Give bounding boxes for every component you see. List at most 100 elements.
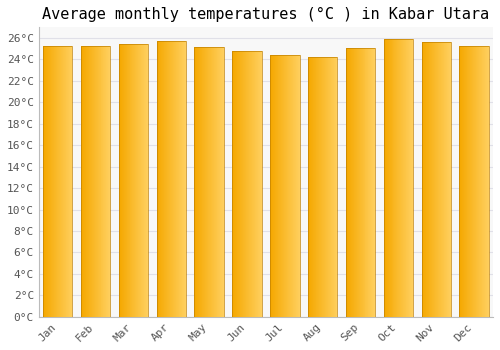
Bar: [270, 55, 271, 317]
Bar: [404, 39, 406, 317]
Bar: [100, 46, 102, 317]
Bar: [424, 42, 426, 317]
Bar: [253, 51, 254, 317]
Bar: [247, 51, 248, 317]
Bar: [178, 41, 179, 317]
Bar: [205, 47, 206, 317]
Bar: [442, 42, 443, 317]
Bar: [396, 39, 398, 317]
Bar: [238, 51, 239, 317]
Bar: [276, 55, 277, 317]
Bar: [259, 51, 260, 317]
Bar: [250, 51, 251, 317]
Bar: [176, 41, 177, 317]
Bar: [408, 39, 409, 317]
Bar: [45, 46, 46, 317]
Bar: [106, 46, 108, 317]
Bar: [289, 55, 290, 317]
Bar: [200, 47, 202, 317]
Bar: [450, 42, 451, 317]
Bar: [237, 51, 238, 317]
Bar: [180, 41, 181, 317]
Bar: [467, 46, 468, 317]
Bar: [409, 39, 410, 317]
Bar: [198, 47, 200, 317]
Bar: [317, 57, 318, 317]
Bar: [168, 41, 170, 317]
Bar: [411, 39, 412, 317]
Bar: [70, 46, 72, 317]
Bar: [246, 51, 247, 317]
Bar: [256, 51, 257, 317]
Bar: [309, 57, 310, 317]
Bar: [314, 57, 315, 317]
Bar: [347, 48, 348, 317]
Bar: [83, 46, 84, 317]
Bar: [158, 41, 160, 317]
Bar: [471, 46, 472, 317]
Bar: [239, 51, 240, 317]
Bar: [62, 46, 64, 317]
Bar: [449, 42, 450, 317]
Bar: [476, 46, 477, 317]
Bar: [102, 46, 104, 317]
Bar: [223, 47, 224, 317]
Bar: [242, 51, 243, 317]
Bar: [132, 44, 134, 317]
Bar: [394, 39, 396, 317]
Bar: [472, 46, 473, 317]
Bar: [271, 55, 272, 317]
Bar: [243, 51, 244, 317]
Bar: [53, 46, 54, 317]
Bar: [88, 46, 90, 317]
Bar: [233, 51, 234, 317]
Bar: [236, 51, 237, 317]
Bar: [254, 51, 255, 317]
Bar: [281, 55, 282, 317]
Bar: [126, 44, 128, 317]
Bar: [222, 47, 223, 317]
Bar: [350, 48, 352, 317]
Bar: [296, 55, 298, 317]
Bar: [216, 47, 217, 317]
Bar: [174, 41, 175, 317]
Bar: [90, 46, 92, 317]
Bar: [322, 57, 324, 317]
Bar: [480, 46, 481, 317]
Bar: [488, 46, 489, 317]
Bar: [477, 46, 478, 317]
Bar: [215, 47, 216, 317]
Bar: [432, 42, 434, 317]
Bar: [203, 47, 204, 317]
Bar: [185, 41, 186, 317]
Bar: [438, 42, 439, 317]
Bar: [257, 51, 258, 317]
Bar: [183, 41, 184, 317]
Bar: [336, 57, 338, 317]
Bar: [49, 46, 50, 317]
Bar: [52, 46, 53, 317]
Bar: [484, 46, 485, 317]
Bar: [481, 46, 482, 317]
Bar: [138, 44, 140, 317]
Bar: [406, 39, 408, 317]
Bar: [470, 46, 471, 317]
Bar: [310, 57, 311, 317]
Bar: [287, 55, 288, 317]
Bar: [156, 41, 186, 317]
Bar: [118, 44, 120, 317]
Bar: [410, 39, 411, 317]
Bar: [273, 55, 274, 317]
Bar: [142, 44, 144, 317]
Bar: [386, 39, 388, 317]
Bar: [422, 42, 424, 317]
Bar: [104, 46, 106, 317]
Bar: [312, 57, 313, 317]
Bar: [235, 51, 236, 317]
Bar: [47, 46, 48, 317]
Bar: [213, 47, 214, 317]
Bar: [58, 46, 59, 317]
Bar: [94, 46, 96, 317]
Bar: [274, 55, 275, 317]
Bar: [258, 51, 259, 317]
